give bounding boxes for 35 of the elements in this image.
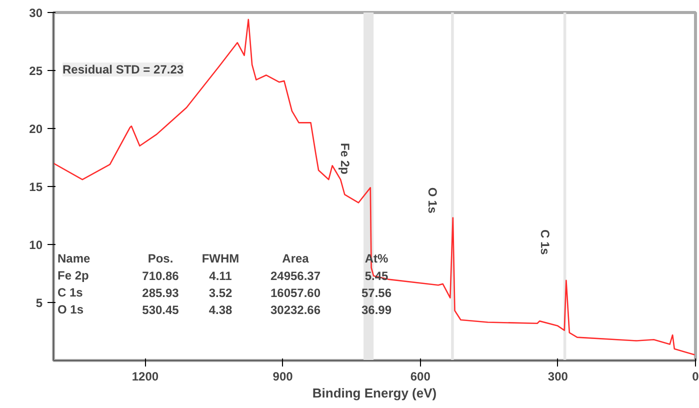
- annotation: Pos.: [148, 252, 174, 266]
- band-label: O 1s: [426, 187, 440, 214]
- x-axis-title: Binding Energy (eV): [312, 386, 437, 400]
- annotation: 710.86: [142, 269, 180, 283]
- annotation: 36.99: [361, 303, 392, 317]
- y-tick-label: 20: [29, 122, 43, 136]
- band-label: C 1s: [538, 230, 552, 256]
- y-tick-label: 30: [29, 6, 43, 20]
- y-tick-label: 5: [36, 296, 43, 310]
- y-tick-label: 10: [29, 238, 43, 252]
- annotation: 4.38: [208, 303, 233, 317]
- x-tick-label: 600: [410, 370, 431, 384]
- x-tick-label: 1200: [132, 370, 159, 384]
- annotation: Name: [58, 252, 91, 266]
- x-tick-label: 900: [272, 370, 294, 384]
- annotation: Area: [282, 252, 310, 266]
- y-tick-label: 25: [29, 64, 43, 78]
- annotation: 30232.66: [270, 303, 321, 317]
- line-series: [54, 18, 696, 356]
- annotation: Residual STD = 27.23: [62, 62, 184, 76]
- y-tick-label: 15: [29, 180, 43, 194]
- x-tick-label: 300: [548, 370, 568, 384]
- annotation: 3.52: [208, 286, 233, 300]
- annotation: 16057.60: [270, 286, 321, 300]
- annotation: C 1s: [58, 286, 84, 300]
- annotation: 285.93: [142, 286, 180, 300]
- annotation: 4.11: [209, 269, 232, 283]
- x-tick-label: 0: [692, 370, 699, 384]
- annotation: O 1s: [58, 302, 84, 316]
- annotation: 57.56: [361, 286, 392, 300]
- annotation: 24956.37: [270, 269, 321, 283]
- annotation: 530.45: [142, 303, 180, 317]
- band-label: Fe 2p: [338, 142, 352, 174]
- annotation: Fe 2p: [58, 268, 89, 282]
- annotation: FWHM: [202, 252, 240, 266]
